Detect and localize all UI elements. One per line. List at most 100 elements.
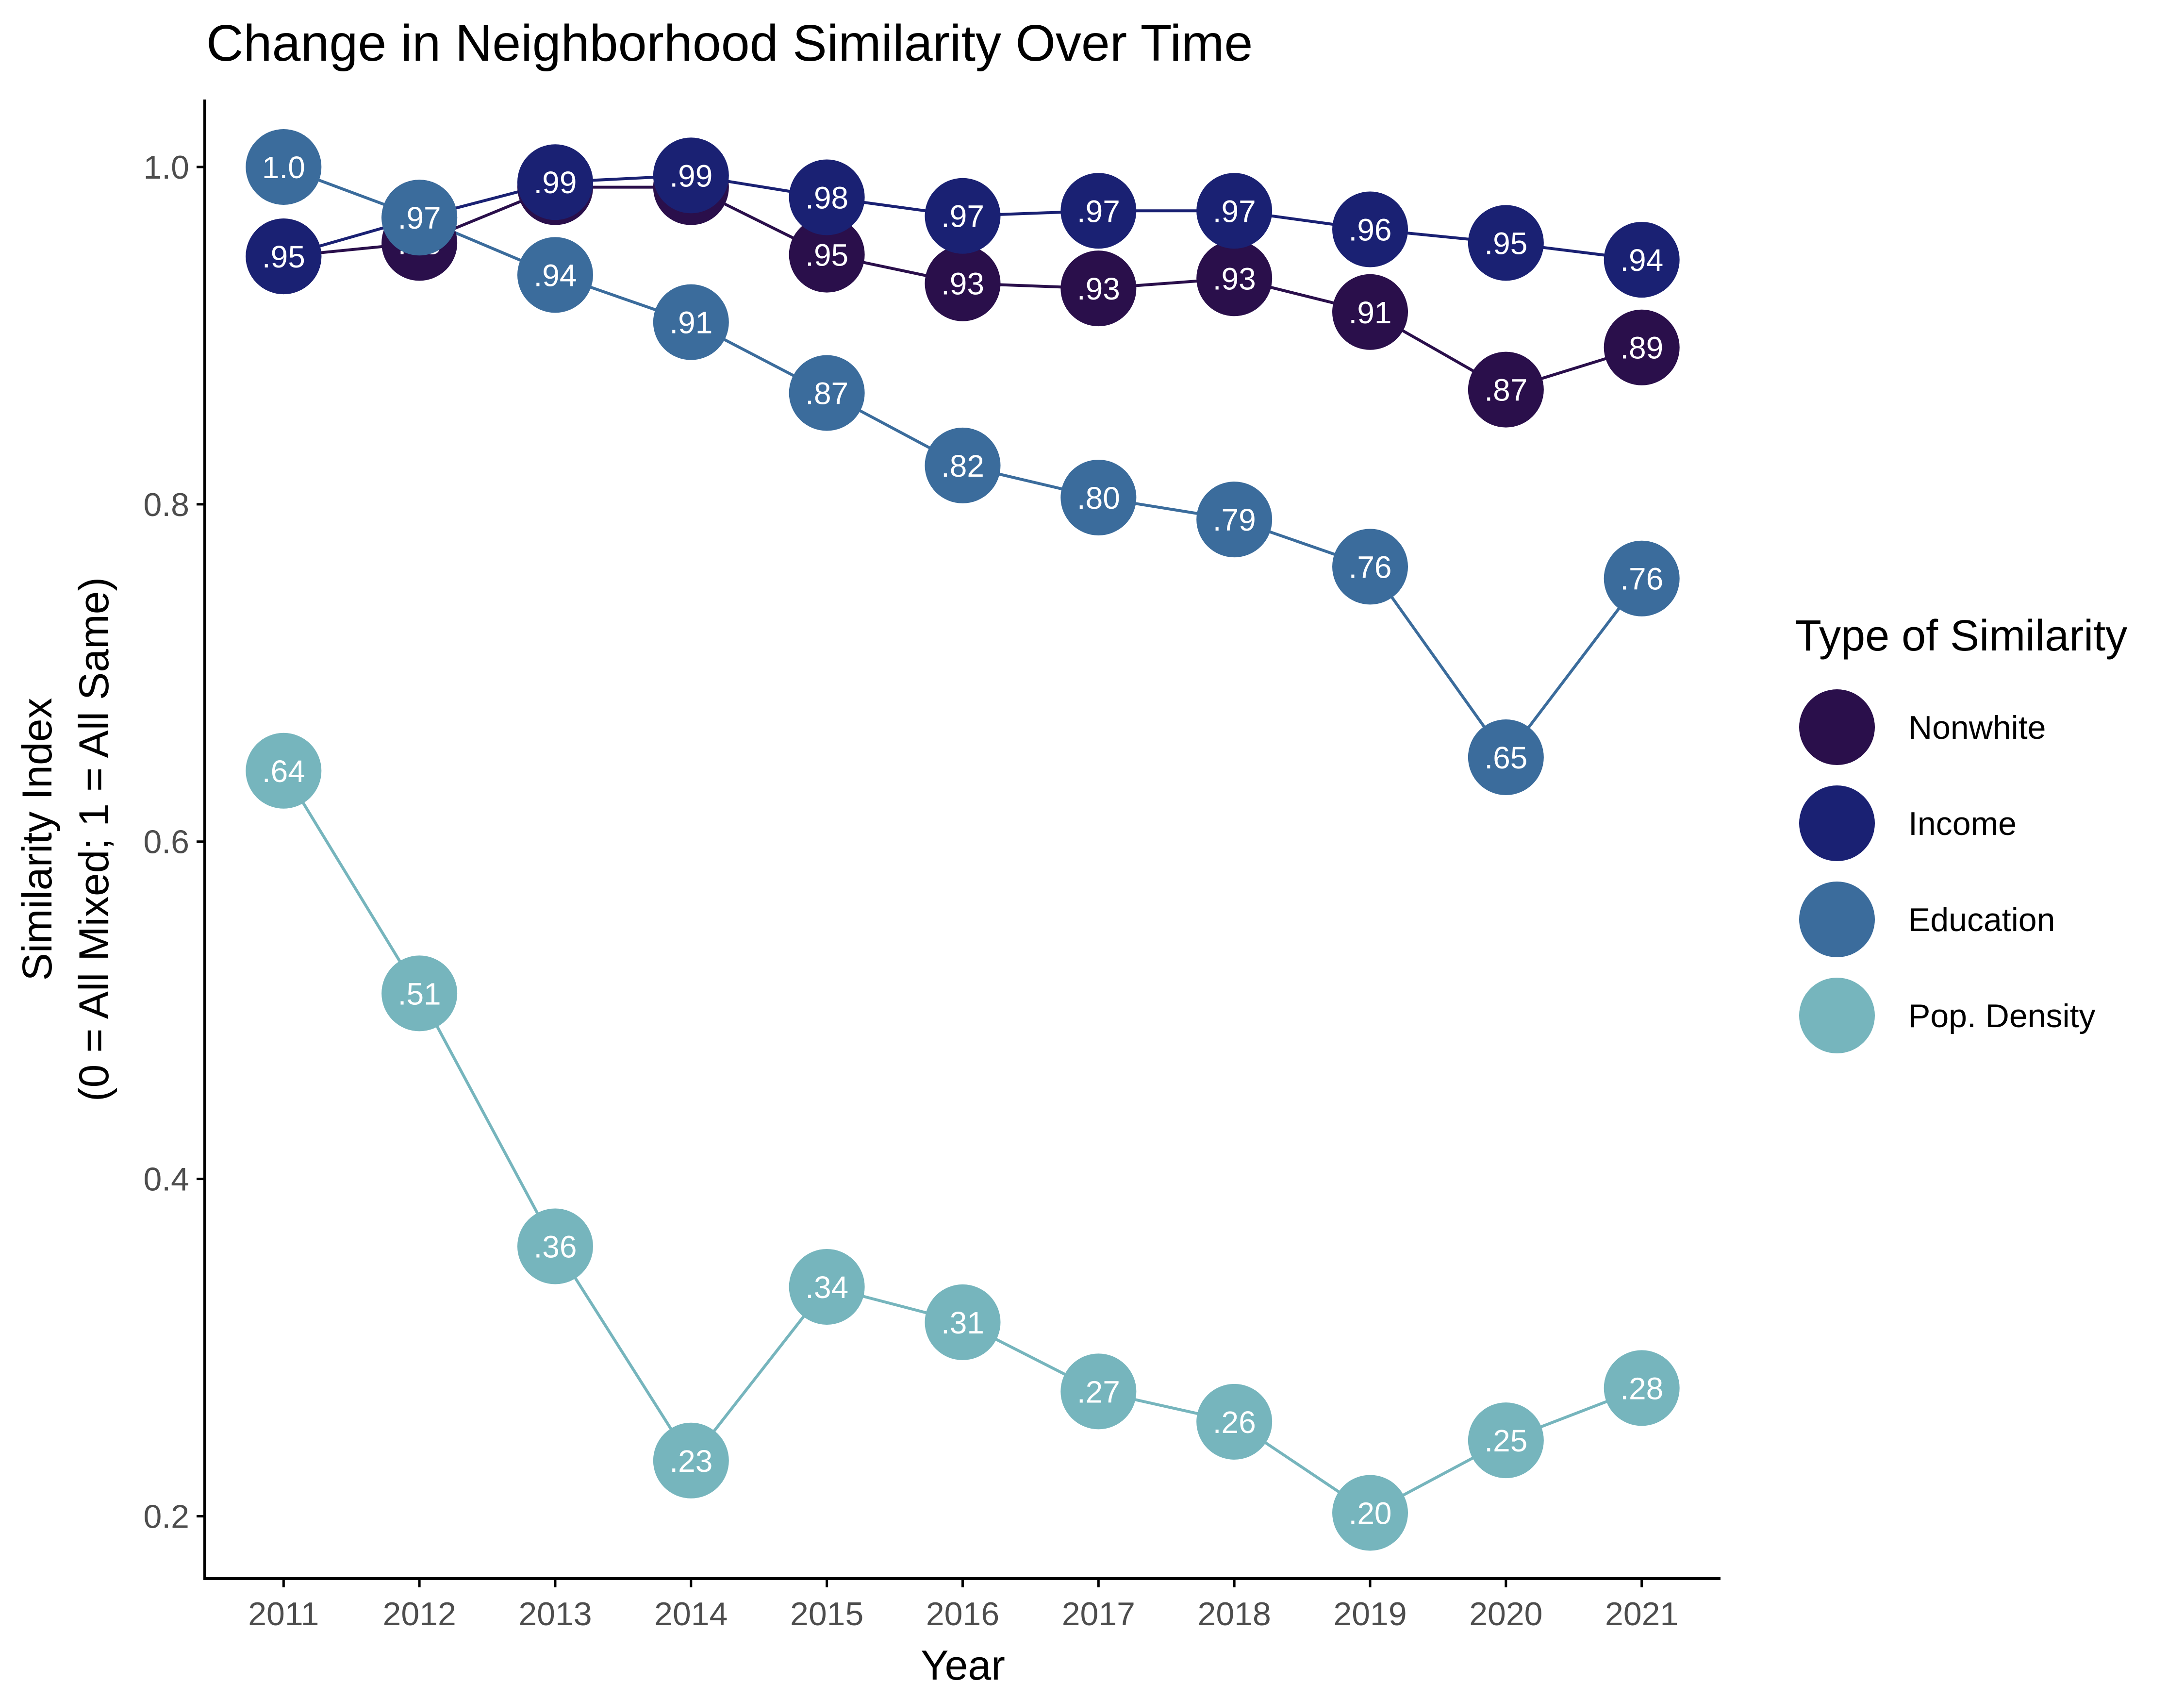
data-label: .36	[533, 1230, 577, 1265]
series-line-pop-density	[282, 770, 1642, 1515]
data-point	[789, 159, 865, 235]
data-label: .26	[1213, 1405, 1256, 1440]
legend-label: Education	[1908, 901, 2055, 938]
data-label: .28	[1620, 1371, 1663, 1406]
x-tick-label: 2011	[248, 1596, 319, 1632]
data-point	[1604, 1350, 1680, 1426]
x-tick-label: 2012	[383, 1596, 456, 1632]
data-label: .93	[1213, 261, 1256, 296]
data-label: .89	[1620, 331, 1663, 366]
series-points-income: .95 .97 .99 .99 .98 .97 .97 .97 .96 .95 .94	[246, 137, 1680, 298]
data-point	[1332, 529, 1408, 605]
data-label: .91	[1349, 295, 1392, 330]
legend-item-income: Income	[1799, 785, 2017, 861]
data-label: .97	[1213, 194, 1256, 229]
data-point	[1060, 173, 1137, 249]
data-label: .87	[805, 376, 848, 411]
data-point	[1196, 1383, 1273, 1460]
data-point	[1332, 1475, 1408, 1551]
data-point	[925, 178, 1001, 254]
data-point	[1604, 222, 1680, 298]
data-label: .23	[669, 1444, 712, 1479]
series-points-pop-density: .64 .51 .36 .23 .34 .31 .27 .26 .20 .25 .28	[246, 733, 1680, 1551]
y-ticks: 0.2 0.4 0.6 0.8 1.0	[143, 149, 205, 1535]
y-tick-label: 0.2	[143, 1498, 189, 1535]
data-point	[925, 1284, 1001, 1360]
y-tick-label: 0.4	[143, 1161, 189, 1198]
data-label: .93	[941, 267, 984, 301]
data-point	[1060, 459, 1137, 535]
data-point	[246, 733, 322, 809]
data-label: .64	[262, 754, 305, 789]
plot-area: .95 .95 .99 .99 .95 .93 .93 .93 .91 .87 .89 .95 .97 .…	[246, 129, 1680, 1551]
data-point	[517, 237, 593, 313]
data-point	[1196, 240, 1273, 316]
data-label: .97	[1077, 194, 1120, 229]
data-label: .76	[1349, 550, 1392, 584]
data-point	[789, 1249, 865, 1325]
data-label: .99	[533, 165, 577, 200]
legend-swatch	[1799, 882, 1875, 957]
series-points-education: 1.0 .97 .94 .91 .87 .82 .80 .79 .76 .65 .76	[246, 129, 1680, 795]
data-label: .95	[805, 238, 848, 273]
x-tick-label: 2021	[1605, 1596, 1678, 1632]
x-tick-label: 2018	[1198, 1596, 1271, 1632]
y-tick-label: 0.6	[143, 824, 189, 861]
data-label: .27	[1077, 1374, 1120, 1409]
data-point	[381, 180, 458, 256]
x-tick-label: 2019	[1333, 1596, 1406, 1632]
data-point	[653, 1422, 729, 1499]
data-label: .98	[805, 181, 848, 216]
y-axis-title-line-2: (0 = All Mixed; 1 = All Same)	[71, 577, 117, 1101]
legend-label: Nonwhite	[1908, 709, 2046, 746]
data-point	[1060, 1353, 1137, 1430]
data-point	[1060, 250, 1137, 327]
data-point	[1196, 482, 1273, 558]
data-label: .65	[1484, 740, 1527, 775]
x-tick-label: 2014	[654, 1596, 728, 1632]
data-point	[1468, 719, 1544, 795]
data-point	[1468, 351, 1544, 428]
data-label: .76	[1620, 562, 1663, 597]
legend-swatch	[1799, 978, 1875, 1053]
data-label: .96	[1349, 213, 1392, 248]
data-point	[653, 137, 729, 214]
data-point	[246, 129, 322, 205]
legend-item-education: Education	[1799, 882, 2055, 957]
data-label: .87	[1484, 373, 1527, 408]
data-point	[1332, 191, 1408, 267]
data-point	[925, 427, 1001, 503]
y-tick-label: 1.0	[143, 149, 189, 186]
data-label: .79	[1213, 502, 1256, 537]
legend-title: Type of Similarity	[1795, 612, 2127, 660]
x-tick-label: 2013	[518, 1596, 592, 1632]
legend-item-pop-density: Pop. Density	[1799, 978, 2096, 1053]
x-tick-label: 2015	[790, 1596, 863, 1632]
data-label: .34	[805, 1270, 848, 1305]
legend-label: Income	[1908, 805, 2017, 842]
data-label: .94	[1620, 243, 1663, 278]
data-label: .97	[941, 199, 984, 234]
data-label: .93	[1077, 271, 1120, 306]
data-label: .97	[398, 200, 441, 235]
chart-title: Change in Neighborhood Similarity Over T…	[206, 15, 1253, 72]
legend-swatch	[1799, 689, 1875, 765]
x-tick-label: 2016	[926, 1596, 999, 1632]
data-point	[246, 218, 322, 295]
data-label: .95	[1484, 226, 1527, 261]
y-tick-label: 0.8	[143, 486, 189, 523]
data-label: .94	[533, 258, 577, 293]
data-point	[517, 1208, 593, 1284]
data-label: .82	[941, 449, 984, 483]
legend-item-nonwhite: Nonwhite	[1799, 689, 2046, 765]
data-point	[381, 955, 458, 1032]
legend-label: Pop. Density	[1908, 998, 2096, 1034]
data-point	[789, 217, 865, 293]
data-point	[1468, 1402, 1544, 1479]
x-tick-label: 2017	[1062, 1596, 1135, 1632]
x-tick-label: 2020	[1469, 1596, 1542, 1632]
data-label: .31	[941, 1305, 984, 1340]
data-label: .51	[398, 976, 441, 1011]
x-ticks: 2011 2012 2013 2014 2015 2016 2017 2018 2019 2020…	[248, 1579, 1678, 1632]
